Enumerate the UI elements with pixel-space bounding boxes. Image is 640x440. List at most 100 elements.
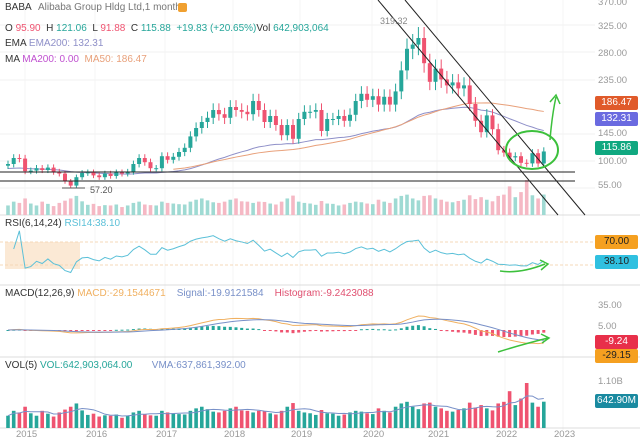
candle-body: [541, 151, 546, 164]
candle-body: [530, 153, 535, 164]
candle-body: [285, 125, 290, 136]
main-volume-bar: [23, 198, 27, 215]
candle-body: [6, 164, 10, 166]
macd-title: MACD(12,26,9) MACD:-29.1544671 Signal:-1…: [5, 288, 374, 299]
candle-body: [422, 38, 427, 64]
candle-body: [325, 119, 330, 131]
macd-histogram-bar: [496, 330, 500, 337]
candle-body: [188, 136, 193, 148]
macd-histogram-bar: [188, 327, 192, 330]
volume-bar: [251, 412, 255, 428]
x-tick: 2019: [291, 429, 313, 440]
candle-body: [34, 168, 39, 171]
macd-histogram-bar: [137, 328, 141, 330]
volume-bar: [23, 406, 27, 428]
macd-histogram-bar: [337, 330, 341, 332]
volume-bar: [467, 402, 472, 428]
main-volume-bar: [291, 195, 295, 215]
macd-histogram-bar: [263, 330, 266, 331]
candle-body: [211, 110, 216, 118]
macd-histogram-bar: [513, 330, 517, 337]
high-label: H: [46, 23, 54, 34]
main-volume-bar: [359, 202, 364, 215]
volume-bar: [80, 410, 84, 428]
ma50-line: [173, 102, 544, 170]
candle-body: [159, 156, 164, 169]
macd-histogram-bar: [320, 330, 323, 332]
volume-bar: [51, 416, 56, 428]
macd-histogram-bar: [411, 325, 415, 330]
volume-bar: [68, 406, 73, 428]
volume-bar: [120, 417, 124, 428]
main-volume-bar: [445, 201, 449, 215]
volume-bar: [154, 415, 158, 428]
volume-bar: [137, 410, 141, 428]
main-volume-bar: [234, 198, 238, 215]
candle-body: [199, 122, 204, 128]
macd-histogram-bar: [468, 330, 472, 334]
main-volume-bar: [462, 199, 466, 215]
volume-bar: [131, 412, 136, 428]
macd-histogram-bar: [382, 329, 386, 331]
candle-body: [427, 63, 432, 82]
macd-badge: -29.15: [595, 349, 638, 363]
main-volume-bar: [29, 203, 33, 215]
main-volume-bar: [399, 195, 404, 215]
volume-bar: [148, 415, 153, 428]
macd-histogram-bar: [530, 330, 534, 335]
main-volume-bar: [114, 204, 119, 215]
main-volume-bar: [279, 201, 284, 215]
macd-histogram-bar: [308, 330, 312, 332]
volume-bar: [490, 410, 495, 428]
candle-body: [222, 114, 227, 118]
volume-bar: [171, 413, 176, 428]
rsi70-badge: 70.00: [595, 235, 638, 249]
volume-bar: [114, 414, 119, 428]
main-volume-bar: [467, 195, 472, 215]
candle-body: [450, 82, 455, 86]
main-volume-bar: [51, 206, 56, 215]
candle-body: [490, 115, 495, 130]
volume-bar: [108, 415, 113, 428]
macd-histogram-bar: [462, 330, 466, 333]
main-volume-bar: [314, 204, 318, 215]
main-volume-bar: [422, 195, 426, 215]
volume-bar: [524, 383, 529, 428]
main-volume-bar: [268, 203, 272, 215]
volume-bar: [268, 413, 272, 428]
volume-bar: [40, 410, 44, 428]
candle-body: [410, 44, 415, 49]
main-volume-bar: [410, 198, 415, 215]
volume-bar: [439, 408, 443, 428]
main-volume-bar: [97, 206, 101, 215]
rsi-label: RSI(6,14,24): [5, 218, 62, 229]
macd-histogram-bar: [160, 328, 164, 330]
volume-bar: [428, 402, 432, 428]
volume-bar: [410, 406, 415, 428]
main-volume-bar: [519, 192, 523, 215]
candle-body: [359, 93, 364, 101]
volume-bar: [479, 405, 483, 428]
notes-icon[interactable]: [178, 3, 187, 12]
main-volume-bar: [103, 205, 107, 215]
main-volume-bar: [542, 194, 546, 215]
main-volume-bar: [68, 198, 73, 215]
macd-histogram-bar: [479, 330, 483, 337]
volume-bar: [257, 410, 261, 428]
macd-histogram-bar: [451, 330, 455, 332]
candle-body: [102, 173, 107, 178]
signal-line: [7, 318, 544, 341]
main-volume-bar: [80, 201, 84, 215]
candle-body: [433, 68, 438, 82]
volume-bar: [473, 407, 478, 428]
volume-bar: [97, 416, 101, 428]
volume-bar: [507, 391, 512, 428]
main-volume-bar: [371, 204, 375, 215]
candle-body: [308, 111, 313, 113]
macd-histogram-bar: [285, 330, 289, 333]
candle-body: [387, 96, 392, 105]
main-volume-bar: [416, 200, 421, 215]
volume-bar: [496, 403, 500, 428]
macd-histogram-bar: [291, 330, 295, 334]
